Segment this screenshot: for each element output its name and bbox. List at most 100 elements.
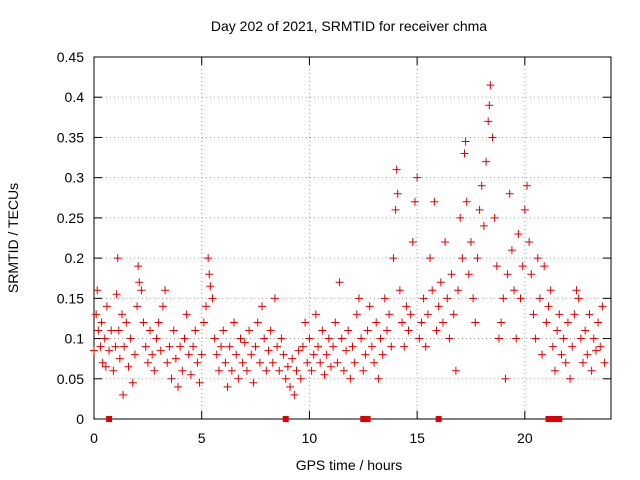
data-point (557, 350, 566, 359)
data-point (475, 205, 484, 214)
axis-ticks: 0 5 10 15 20 0 0.05 0.1 0.15 0.2 0.25 0.3 0.35 0.4 0.4… (57, 49, 611, 446)
data-point (380, 294, 389, 303)
data-point (346, 374, 355, 383)
data-point (266, 326, 275, 335)
data-point (165, 342, 174, 351)
data-point (178, 366, 187, 375)
y-tick-label: 0.3 (65, 170, 85, 186)
data-point (270, 294, 279, 303)
data-point (374, 374, 383, 383)
data-point (97, 318, 106, 327)
y-axis-label: SRMTID / TECUs (5, 183, 21, 293)
data-point (563, 318, 572, 327)
data-point (378, 350, 387, 359)
data-point (107, 326, 116, 335)
data-point (443, 294, 452, 303)
x-tick-label: 15 (409, 430, 425, 446)
data-point (387, 342, 396, 351)
data-point (217, 342, 226, 351)
y-tick-label: 0.05 (57, 371, 84, 387)
data-point (275, 366, 284, 375)
data-point (90, 346, 98, 355)
data-point (354, 294, 363, 303)
data-point (400, 342, 409, 351)
data-point (499, 294, 508, 303)
data-point (283, 362, 292, 371)
data-point (126, 334, 135, 343)
data-point (568, 342, 577, 351)
data-point (486, 81, 495, 90)
data-point (546, 286, 555, 295)
data-point (176, 342, 185, 351)
zero-marker (556, 416, 563, 422)
data-point (578, 358, 587, 367)
data-point (193, 358, 202, 367)
data-point (596, 342, 605, 351)
data-point (262, 366, 271, 375)
data-point (161, 286, 170, 295)
data-point (320, 370, 329, 379)
data-point (456, 213, 465, 222)
data-point (514, 229, 523, 238)
data-point (357, 334, 366, 343)
data-point (205, 270, 214, 279)
data-point (410, 197, 419, 206)
data-point (497, 318, 506, 327)
data-point (553, 326, 562, 335)
chart-title: Day 202 of 2021, SRMTID for receiver chm… (211, 18, 487, 34)
data-point (238, 358, 247, 367)
data-point (533, 254, 542, 263)
x-tick-label: 5 (198, 430, 206, 446)
data-point (460, 149, 469, 158)
data-point (591, 346, 600, 355)
data-point (479, 221, 488, 230)
data-point (335, 278, 344, 287)
data-point (318, 326, 327, 335)
y-tick-label: 0 (76, 411, 84, 427)
data-point (583, 350, 592, 359)
data-point (441, 238, 450, 247)
data-point (133, 302, 142, 311)
data-point (538, 350, 547, 359)
data-point (109, 366, 118, 375)
data-point (372, 318, 381, 327)
y-tick-label: 0.45 (57, 49, 84, 65)
data-point (301, 318, 310, 327)
data-point (404, 326, 413, 335)
data-point (118, 310, 127, 319)
data-point (96, 342, 105, 351)
data-point (461, 137, 470, 146)
data-point (102, 302, 111, 311)
data-point (333, 358, 342, 367)
y-tick-label: 0.25 (57, 210, 84, 226)
data-point (221, 358, 230, 367)
data-point (428, 286, 437, 295)
data-point (570, 310, 579, 319)
data-point (130, 350, 139, 359)
data-point (542, 318, 551, 327)
data-point (212, 350, 221, 359)
data-point (122, 318, 131, 327)
data-point (180, 334, 189, 343)
y-tick-label: 0.4 (65, 89, 85, 105)
data-point (223, 382, 232, 391)
data-point (234, 374, 243, 383)
data-point (432, 326, 441, 335)
data-point (148, 350, 157, 359)
data-point (361, 350, 370, 359)
data-point (518, 262, 527, 271)
data-point (430, 197, 439, 206)
data-point (385, 310, 394, 319)
data-point (535, 294, 544, 303)
data-point (189, 342, 198, 351)
data-point (204, 254, 213, 263)
data-point (288, 354, 297, 363)
data-point (98, 358, 107, 367)
data-point (516, 294, 525, 303)
data-point (230, 318, 239, 327)
data-point (540, 262, 549, 271)
data-point (352, 310, 361, 319)
data-point (566, 374, 575, 383)
data-point (128, 378, 137, 387)
data-point (488, 133, 497, 142)
